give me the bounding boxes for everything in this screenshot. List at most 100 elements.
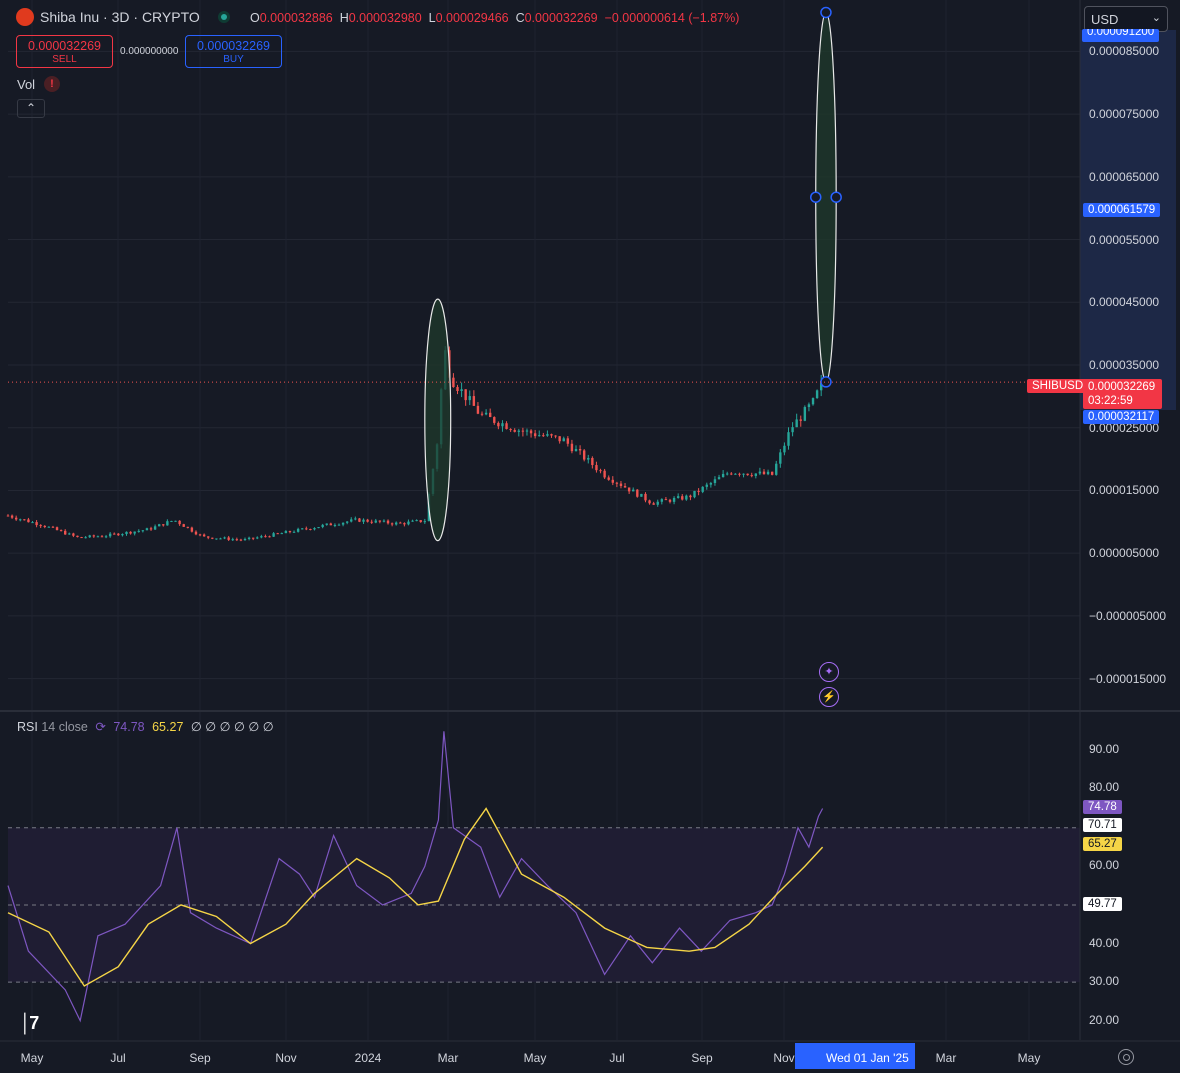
candle-body [460, 389, 463, 392]
candle-body [627, 487, 631, 492]
candle-body [779, 452, 782, 464]
sell-button[interactable]: 0.000032269 SELL [16, 35, 113, 68]
rsi-params: 14 close [41, 720, 88, 734]
buy-button[interactable]: 0.000032269 BUY [185, 35, 282, 68]
candle-body [423, 521, 427, 523]
price-tick: 0.000025000 [1089, 420, 1160, 435]
candle-body [578, 449, 582, 451]
chevron-up-icon: ⌃ [25, 101, 37, 115]
candle-body [574, 449, 578, 452]
candle-body [39, 525, 42, 527]
candle-body [754, 473, 758, 476]
candle-body [43, 525, 46, 528]
candle-body [591, 457, 594, 466]
lightning-icon[interactable]: ⚡ [819, 687, 839, 707]
ellipse-handle [830, 191, 842, 203]
rsi-upper-tag: 70.71 [1083, 818, 1122, 832]
market-status-icon[interactable] [218, 11, 230, 23]
candle-body [542, 435, 545, 437]
candle-body [599, 470, 602, 472]
sparkle-icon[interactable]: ✦ [819, 662, 839, 682]
candle-body [750, 475, 753, 477]
ohlc-low-key: L [428, 11, 436, 25]
candle-body [113, 533, 116, 535]
candle-body [256, 537, 259, 539]
candle-body [264, 536, 267, 538]
candle-body [480, 413, 484, 415]
candle-body [505, 423, 508, 430]
candle-body [59, 530, 63, 532]
candle-body [301, 528, 304, 530]
ellipse-handle [820, 376, 832, 388]
candle-body [415, 520, 418, 522]
ohlc-change: −0.000000614 (−1.87%) [604, 11, 740, 25]
na-value: ∅ [234, 720, 245, 734]
ohlc-open-key: O [250, 11, 260, 25]
candle-body [370, 521, 373, 523]
candle-body [141, 530, 145, 532]
volume-legend: Vol [17, 77, 36, 92]
candle-body [317, 527, 320, 529]
candle-body [207, 536, 210, 538]
candle-body [766, 471, 770, 475]
candle-body [726, 473, 729, 475]
candle-body [497, 422, 500, 427]
candle-body [652, 503, 655, 505]
rsi-ma-line [7, 807, 824, 987]
candle-body [260, 536, 263, 538]
candle-body [239, 539, 243, 541]
candle-body [92, 535, 96, 537]
candle-body [721, 473, 725, 478]
candle-body [795, 419, 798, 428]
settings-gear-icon[interactable] [1118, 1049, 1134, 1065]
candle-body [550, 434, 553, 436]
time-tick: Nov [275, 1051, 297, 1065]
currency-select[interactable]: USD ⌄ [1084, 6, 1168, 32]
candle-body [329, 523, 333, 526]
candle-body [276, 533, 279, 535]
candle-body [562, 438, 565, 442]
candle-body [121, 534, 124, 536]
rsi-tick: 40.00 [1089, 936, 1120, 950]
candle-body [815, 390, 819, 399]
volume-warning-icon[interactable]: ! [44, 76, 60, 92]
candle-body [787, 432, 790, 446]
symbol-tag: SHIBUSD [1027, 379, 1089, 393]
candle-body [819, 380, 823, 391]
price-tick: 0.000055000 [1089, 232, 1160, 247]
price-tick: 0.000065000 [1089, 169, 1160, 184]
candle-body [566, 438, 570, 444]
candle-body [366, 519, 369, 522]
candle-body [292, 531, 296, 533]
time-tick: Mar [935, 1051, 957, 1065]
chevron-down-icon: ⌄ [1151, 12, 1161, 24]
candle-body [76, 535, 79, 538]
refresh-icon[interactable]: ⟳ [95, 720, 106, 734]
price-tick: 0.000075000 [1089, 107, 1160, 122]
candle-body [456, 387, 459, 392]
candle-body [6, 515, 10, 517]
candle-body [517, 430, 521, 432]
candle-body [108, 533, 112, 537]
candle-body [223, 537, 226, 539]
candle-body [762, 471, 766, 475]
candle-body [227, 537, 230, 540]
rsi-tick: 90.00 [1089, 742, 1120, 756]
shiba-logo-icon [16, 8, 34, 26]
candle-body [35, 522, 38, 526]
collapse-legend-button[interactable]: ⌃ [17, 99, 45, 118]
candle-body [125, 531, 128, 535]
candle-body [615, 482, 619, 484]
candle-body [713, 479, 717, 483]
tradingview-logo-icon[interactable]: │7 [20, 1013, 39, 1033]
candle-body [235, 539, 239, 541]
candle-body [640, 493, 643, 497]
candle-body [10, 515, 14, 518]
price-tick: 0.000045000 [1089, 295, 1160, 310]
candle-body [689, 495, 692, 498]
bid-price-tag: 0.000032117 [1083, 410, 1160, 424]
candle-body [96, 536, 100, 538]
candle-body [64, 530, 67, 535]
rsi-tick: 20.00 [1089, 1013, 1120, 1027]
